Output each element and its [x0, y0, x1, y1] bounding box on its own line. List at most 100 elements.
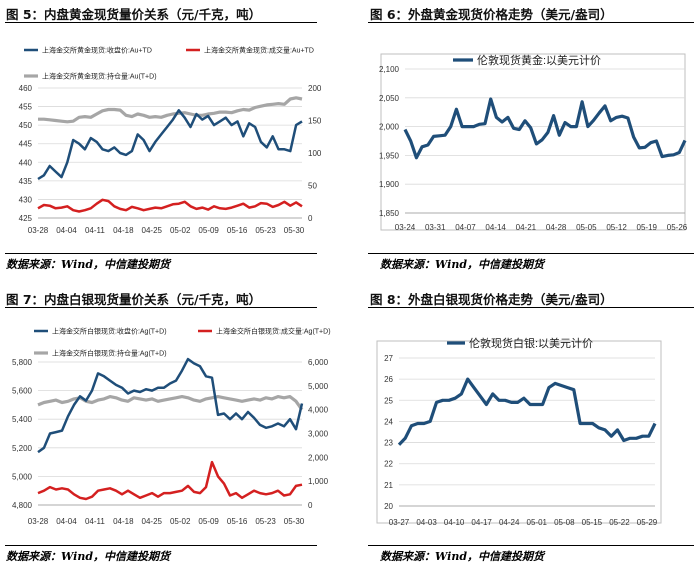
y-tick-label: 22	[384, 460, 393, 469]
y-tick-label: 20	[384, 502, 393, 511]
y-right-tick-label: 50	[308, 182, 317, 191]
y-tick-label: 4,800	[12, 501, 33, 510]
y-tick-label: 5,800	[12, 358, 33, 367]
x-tick-label: 04-04	[56, 517, 77, 526]
chart-gold-london: 1,850 1,900 1,950 2,000 2,050 2,100 03-24 03-31…	[379, 53, 688, 232]
x-tick-label: 03-31	[425, 223, 446, 232]
x-tick-label: 04-21	[516, 223, 537, 232]
legend-label: 上海金交所白银现货:成交量:Ag(T+D)	[216, 327, 331, 336]
y-tick-label: 2,050	[379, 94, 400, 103]
y-tick-label: 450	[19, 121, 33, 130]
y-tick-label: 25	[384, 396, 393, 405]
series-line	[37, 109, 303, 181]
x-tick-label: 05-19	[637, 223, 658, 232]
series-line	[38, 96, 303, 124]
data-source: 数据来源：Wind，中信建投期货	[380, 550, 545, 563]
series-line	[37, 198, 303, 213]
chart-title: 图 8：外盘白银现货价格走势（美元/盎司）	[370, 292, 613, 307]
legend-label: 伦敦现货黄金:以美元计价	[477, 53, 601, 67]
x-tick-label: 04-11	[85, 226, 105, 235]
title-divider	[368, 22, 694, 23]
chart-silver-london: 20 21 22 23 24 25 26 27 03-27 04-03 04-10 04-17 04-2…	[376, 336, 662, 527]
y-right-tick-label: 4,000	[308, 406, 329, 415]
x-tick-label: 05-30	[284, 517, 305, 526]
y-tick-label: 430	[19, 195, 33, 204]
data-source: 数据来源：Wind，中信建投期货	[6, 258, 171, 271]
x-tick-label: 05-02	[170, 226, 191, 235]
x-tick-label: 05-08	[554, 518, 575, 527]
legend-label: 上海金交所黄金现货:成交量:Au+TD	[204, 46, 314, 55]
x-tick-label: 05-01	[527, 518, 548, 527]
y-tick-label: 27	[384, 354, 393, 363]
y-tick-label: 2,100	[379, 65, 400, 74]
x-tick-label: 04-18	[113, 517, 134, 526]
x-tick-label: 04-28	[546, 223, 567, 232]
y-tick-label: 23	[384, 439, 393, 448]
x-tick-label: 04-03	[416, 518, 437, 527]
x-tick-label: 04-11	[85, 517, 105, 526]
chart-title: 图 7：内盘白银现货量价关系（元/千克，吨）	[6, 292, 262, 307]
chart-silver-domestic: 4,800 5,000 5,200 5,400 5,600 5,800 0 1,000 2,00…	[12, 327, 331, 526]
x-tick-label: 04-07	[455, 223, 476, 232]
y-right-tick-label: 3,000	[308, 430, 329, 439]
y-right-tick-label: 5,000	[308, 382, 329, 391]
y-tick-label: 5,200	[12, 444, 33, 453]
y-tick-label: 1,900	[379, 180, 400, 189]
x-tick-label: 05-30	[284, 226, 305, 235]
y-right-tick-label: 100	[308, 149, 322, 158]
chart-title: 图 6：外盘黄金现货价格走势（美元/盎司）	[370, 7, 613, 22]
series-line	[397, 377, 657, 446]
x-tick-label: 05-15	[582, 518, 603, 527]
source-divider	[368, 253, 694, 254]
title-divider	[5, 307, 317, 308]
y-right-tick-label: 200	[308, 84, 322, 93]
title-divider	[5, 22, 317, 23]
data-source: 数据来源：Wind，中信建投期货	[6, 550, 171, 563]
y-right-tick-label: 150	[308, 117, 322, 126]
y-tick-label: 445	[19, 140, 33, 149]
x-tick-label: 05-29	[637, 518, 658, 527]
x-tick-label: 03-27	[389, 518, 410, 527]
x-tick-label: 05-09	[198, 226, 219, 235]
y-tick-label: 5,600	[12, 387, 33, 396]
data-source: 数据来源：Wind，中信建投期货	[380, 258, 545, 271]
source-divider	[5, 253, 317, 254]
x-tick-label: 04-18	[113, 226, 134, 235]
chart-title: 图 5：内盘黄金现货量价关系（元/千克，吨）	[6, 7, 262, 22]
x-tick-label: 05-12	[606, 223, 627, 232]
y-tick-label: 455	[19, 103, 33, 112]
y-right-tick-label: 1,000	[308, 477, 329, 486]
y-tick-label: 425	[19, 214, 33, 223]
x-tick-label: 05-16	[227, 226, 248, 235]
x-tick-label: 03-24	[395, 223, 416, 232]
x-tick-label: 05-05	[576, 223, 597, 232]
x-tick-label: 05-09	[198, 517, 219, 526]
x-tick-label: 04-25	[142, 517, 163, 526]
y-right-tick-label: 6,000	[308, 358, 329, 367]
y-tick-label: 440	[19, 158, 33, 167]
x-tick-label: 04-14	[485, 223, 506, 232]
legend-label: 上海金交所黄金现货:持仓量:Au(T+D)	[42, 72, 157, 81]
plot-frame	[376, 340, 662, 524]
chart-gold-domestic: 425 430 435 440 445 450 455 460 0 50 100 150 200 03-2…	[19, 46, 322, 235]
x-tick-label: 05-02	[170, 517, 191, 526]
x-tick-label: 03-28	[28, 517, 49, 526]
y-right-tick-label: 0	[308, 501, 313, 510]
series-line	[403, 97, 687, 160]
legend-label: 上海金交所白银现货:收盘价:Ag(T+D)	[52, 327, 167, 336]
x-tick-label: 04-25	[142, 226, 163, 235]
x-tick-label: 05-23	[255, 226, 276, 235]
legend-label: 伦敦现货白银:以美元计价	[469, 336, 593, 350]
y-tick-label: 2,000	[379, 123, 400, 132]
source-divider	[5, 545, 317, 546]
y-right-tick-label: 2,000	[308, 453, 329, 462]
title-divider	[368, 307, 694, 308]
legend-label: 上海金交所黄金现货:收盘价:Au+TD	[42, 46, 152, 55]
y-tick-label: 24	[384, 417, 393, 426]
legend-label: 上海金交所白银现货:持仓量:Ag(T+D)	[52, 349, 167, 358]
x-tick-label: 05-26	[667, 223, 688, 232]
y-tick-label: 1,950	[379, 151, 400, 160]
source-divider	[368, 545, 694, 546]
y-tick-label: 21	[384, 481, 393, 490]
x-tick-label: 05-16	[227, 517, 248, 526]
